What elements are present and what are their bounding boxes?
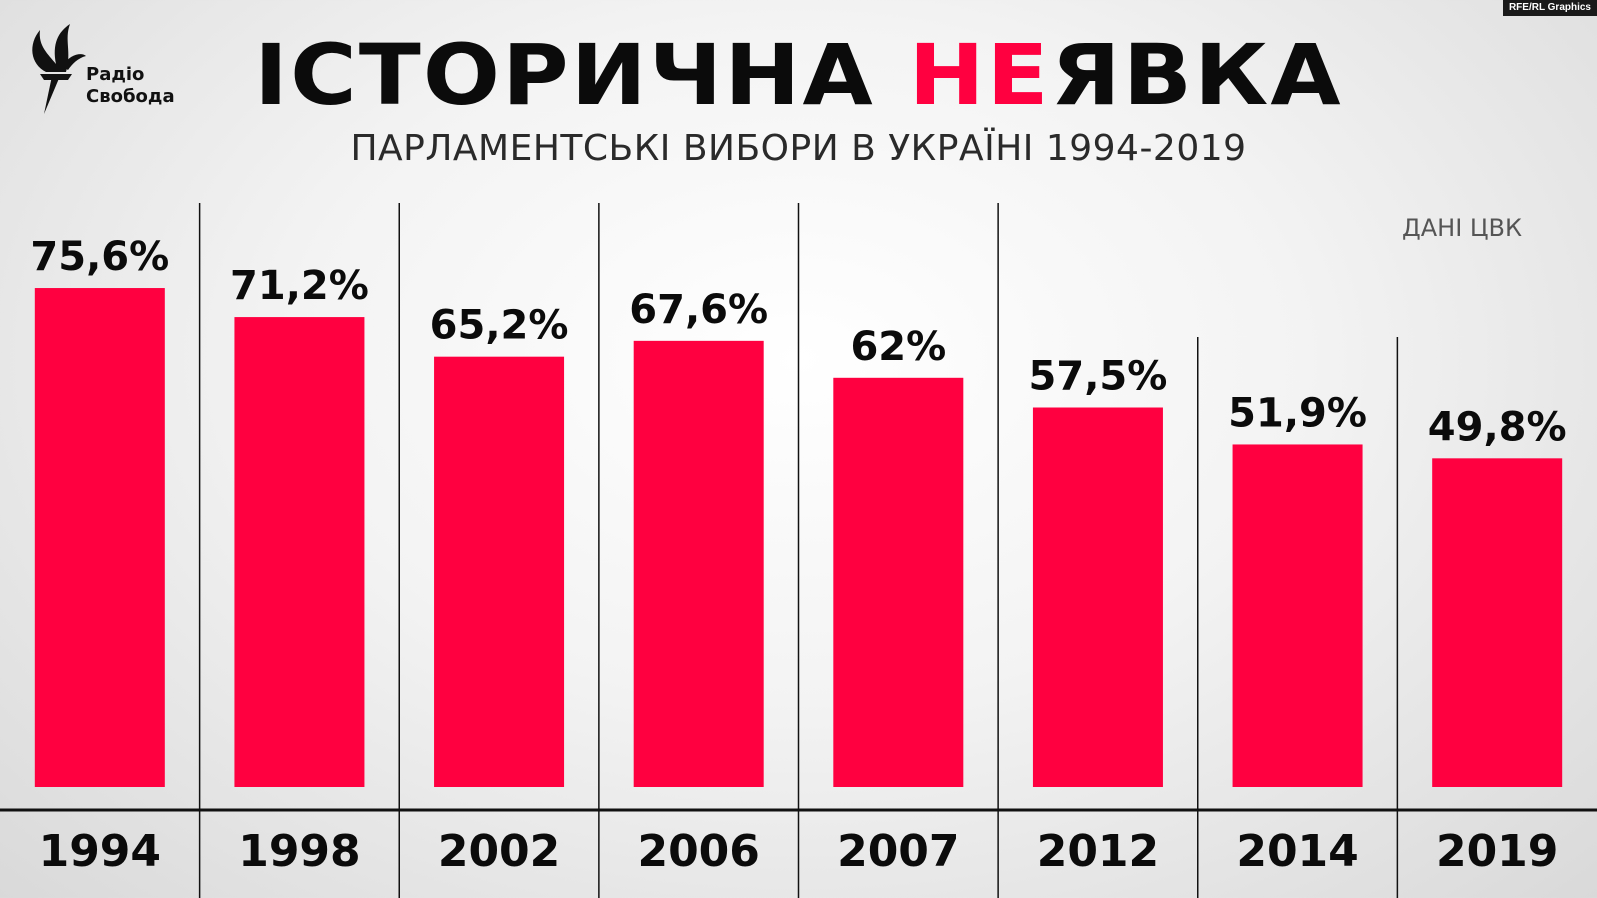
x-tick-label: 1998	[238, 826, 360, 877]
data-label: 62%	[850, 324, 946, 370]
title-accent: НЕ	[908, 26, 1051, 124]
bar	[1032, 407, 1163, 787]
bar	[234, 317, 365, 787]
data-label: 75,6%	[30, 234, 169, 280]
bar	[34, 288, 165, 787]
radio-svoboda-logo: Радіо Свобода	[26, 24, 196, 120]
bar	[434, 356, 565, 787]
x-tick-label: 2019	[1436, 826, 1558, 877]
torch-icon	[32, 24, 86, 114]
bar	[833, 377, 964, 787]
logo-text-line1: Радіо	[86, 64, 145, 85]
x-tick-label: 2012	[1037, 826, 1159, 877]
credit-badge: RFE/RL Graphics	[1502, 0, 1597, 16]
page-title: ІСТОРИЧНА НЕЯВКА	[0, 20, 1597, 130]
page-subtitle: ПАРЛАМЕНТСЬКІ ВИБОРИ В УКРАЇНІ 1994-2019	[350, 128, 1247, 169]
x-tick-label: 2006	[637, 826, 759, 877]
data-label: 49,8%	[1428, 404, 1567, 450]
source-note: ДАНІ ЦВК	[1402, 214, 1523, 242]
bar	[1432, 458, 1563, 787]
data-label: 71,2%	[230, 263, 369, 309]
x-tick-label: 2014	[1236, 826, 1358, 877]
title-part1: ІСТОРИЧНА	[254, 26, 909, 124]
logo-text-line2: Свобода	[86, 86, 175, 107]
data-label: 67,6%	[629, 287, 768, 333]
x-tick-label: 2002	[438, 826, 560, 877]
data-label: 51,9%	[1228, 390, 1367, 436]
title-part2: ЯВКА	[1050, 26, 1343, 124]
data-label: 65,2%	[430, 303, 569, 349]
x-tick-label: 1994	[39, 826, 161, 877]
bar	[1232, 444, 1363, 787]
data-label: 57,5%	[1029, 354, 1168, 400]
x-tick-label: 2007	[837, 826, 959, 877]
bar	[633, 340, 764, 787]
